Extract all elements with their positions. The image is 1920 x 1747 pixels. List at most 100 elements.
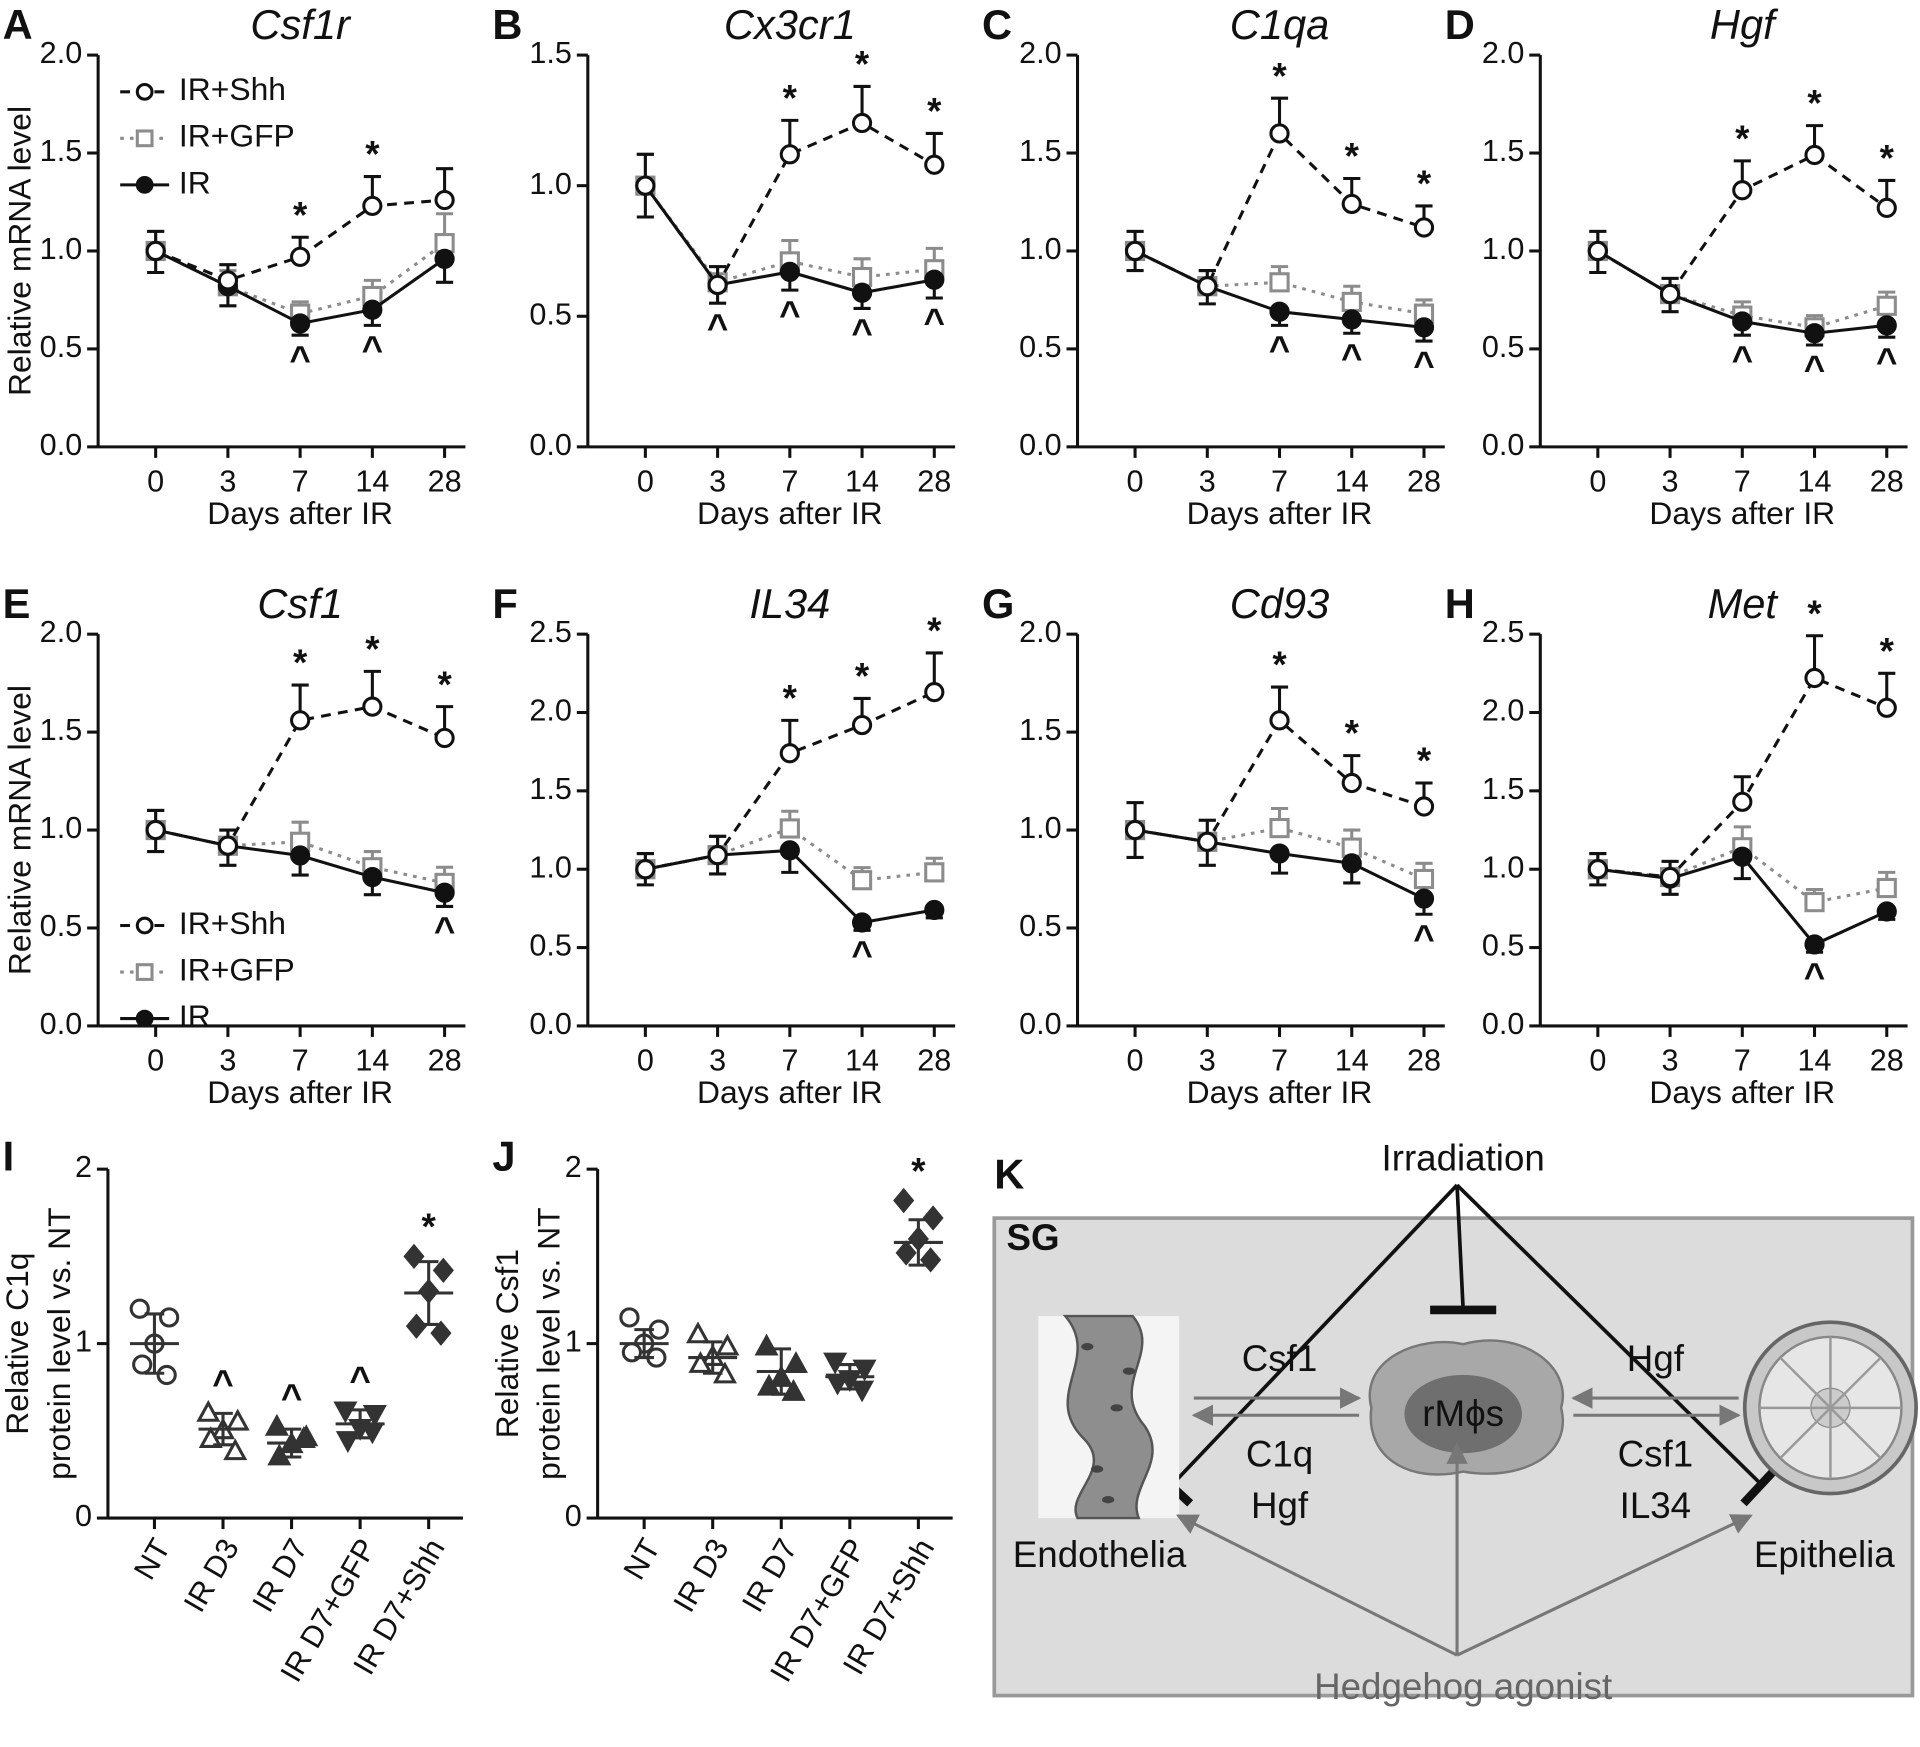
y-tick-label: 2.0 xyxy=(529,694,572,728)
chart-title: Csf1 xyxy=(257,580,343,627)
significance: * xyxy=(1272,55,1287,96)
significance: * xyxy=(1807,83,1822,124)
y-axis-label: Relative Csf1 xyxy=(489,1249,525,1438)
marker xyxy=(362,1405,387,1427)
legend-marker xyxy=(135,129,154,148)
marker xyxy=(1341,309,1362,330)
significance: ^ xyxy=(1269,329,1290,370)
y-tick-label: 1.0 xyxy=(40,811,83,845)
x-tick-label: 14 xyxy=(845,465,879,499)
irradiation-label: Irradiation xyxy=(1382,1137,1545,1178)
marker xyxy=(1269,843,1290,864)
marker xyxy=(922,1205,944,1231)
panel-letter: G xyxy=(982,580,1014,627)
y-tick-label: 0.5 xyxy=(40,330,83,364)
marker xyxy=(217,835,239,856)
marker xyxy=(196,1399,221,1422)
y-tick-label: 2 xyxy=(565,1150,582,1184)
marker xyxy=(1269,710,1290,731)
x-tick-label: NT xyxy=(127,1533,177,1585)
marker xyxy=(851,912,873,933)
y-tick-label: 0.0 xyxy=(1482,1007,1525,1041)
significance: * xyxy=(1880,630,1895,671)
marker xyxy=(783,1351,808,1373)
marker xyxy=(1341,853,1362,874)
marker xyxy=(924,682,945,703)
significance: * xyxy=(1880,138,1895,179)
x-tick-label: 0 xyxy=(1127,465,1144,499)
x-tick-label: 28 xyxy=(917,1044,951,1078)
line-chart: D Hgf 0.0 0.5 1.0 1.5 2.0 0 3 7 14 28 Days after IR ^… xyxy=(1445,1,1908,531)
sd-bar xyxy=(144,1312,165,1375)
panel-letter: I xyxy=(3,1132,15,1179)
y-tick-label: 2.0 xyxy=(40,36,83,70)
marker xyxy=(333,1401,358,1424)
y-tick-label: 1.0 xyxy=(1482,850,1525,884)
x-tick-label: 7 xyxy=(1734,465,1751,499)
line-chart: F IL34 0.0 0.5 1.0 1.5 2.0 2.5 0 3 7 14 28 Days after… xyxy=(492,580,956,1110)
significance: * xyxy=(1417,740,1432,781)
legend-marker xyxy=(135,916,154,935)
y-tick-label: 1.5 xyxy=(40,134,83,168)
significance: ^ xyxy=(779,294,800,335)
x-tick-label: 0 xyxy=(1589,1044,1606,1078)
y-axis-label: protein level vs. NT xyxy=(531,1207,567,1479)
significance: * xyxy=(927,610,942,651)
x-axis-label: Days after IR xyxy=(207,1074,393,1110)
significance: * xyxy=(855,44,870,85)
marker xyxy=(619,1307,640,1328)
series-line xyxy=(155,198,445,282)
marker xyxy=(290,313,311,334)
signal-label: Csf1 xyxy=(1242,1338,1318,1379)
sd-bar xyxy=(418,1260,439,1326)
x-tick-label: 7 xyxy=(1271,465,1288,499)
epithelia-image xyxy=(1742,1320,1918,1496)
sd-bar xyxy=(771,1347,792,1396)
x-tick-label: IR D3 xyxy=(667,1533,736,1618)
y-tick-label: 2.0 xyxy=(1482,694,1525,728)
y-tick-label: 1.5 xyxy=(1019,713,1062,747)
y-tick-label: 0.0 xyxy=(1482,428,1525,462)
marker xyxy=(1341,291,1362,312)
significance: ^ xyxy=(1732,339,1753,380)
y-tick-label: 0.0 xyxy=(1019,1007,1062,1041)
significance: ^ xyxy=(924,302,945,343)
significance: ^ xyxy=(707,307,728,348)
x-tick-label: 28 xyxy=(428,465,462,499)
line-chart: B Cx3cr1 0.0 0.5 1.0 1.5 0 3 7 14 28 Days after IR ^… xyxy=(492,1,956,531)
significance: * xyxy=(1417,163,1432,204)
significance: ^ xyxy=(212,1363,233,1404)
legend-label: IR+GFP xyxy=(179,118,295,154)
chart-title: Cd93 xyxy=(1230,580,1329,627)
marker xyxy=(924,269,945,290)
marker xyxy=(924,899,945,921)
marker xyxy=(715,1333,740,1356)
y-tick-label: 0 xyxy=(75,1499,92,1533)
marker xyxy=(707,274,728,296)
panel-letter: F xyxy=(492,580,517,627)
legend-marker xyxy=(135,1009,154,1028)
x-axis-label: Days after IR xyxy=(697,495,883,531)
significance: ^ xyxy=(281,1377,302,1418)
marker xyxy=(1804,323,1825,344)
marker xyxy=(635,859,656,880)
marker xyxy=(145,240,166,262)
x-axis-label: Days after IR xyxy=(1649,1074,1835,1110)
series-line xyxy=(644,121,936,288)
panel-letter: H xyxy=(1445,580,1475,627)
marker xyxy=(362,696,383,717)
significance: * xyxy=(783,677,798,718)
y-tick-label: 1.0 xyxy=(1482,232,1525,266)
marker xyxy=(779,144,800,165)
x-tick-label: 28 xyxy=(1870,1044,1904,1078)
marker xyxy=(1341,772,1362,794)
x-tick-label: 14 xyxy=(1798,1044,1832,1078)
y-tick-label: 1.0 xyxy=(529,167,572,201)
y-tick-label: 0.5 xyxy=(1019,330,1062,364)
panel-letter: D xyxy=(1445,1,1475,48)
marker xyxy=(1876,877,1897,899)
chart-title: Hgf xyxy=(1710,1,1779,48)
x-tick-label: 0 xyxy=(1127,1044,1144,1078)
x-tick-label: 14 xyxy=(1798,465,1832,499)
marker xyxy=(434,189,455,211)
